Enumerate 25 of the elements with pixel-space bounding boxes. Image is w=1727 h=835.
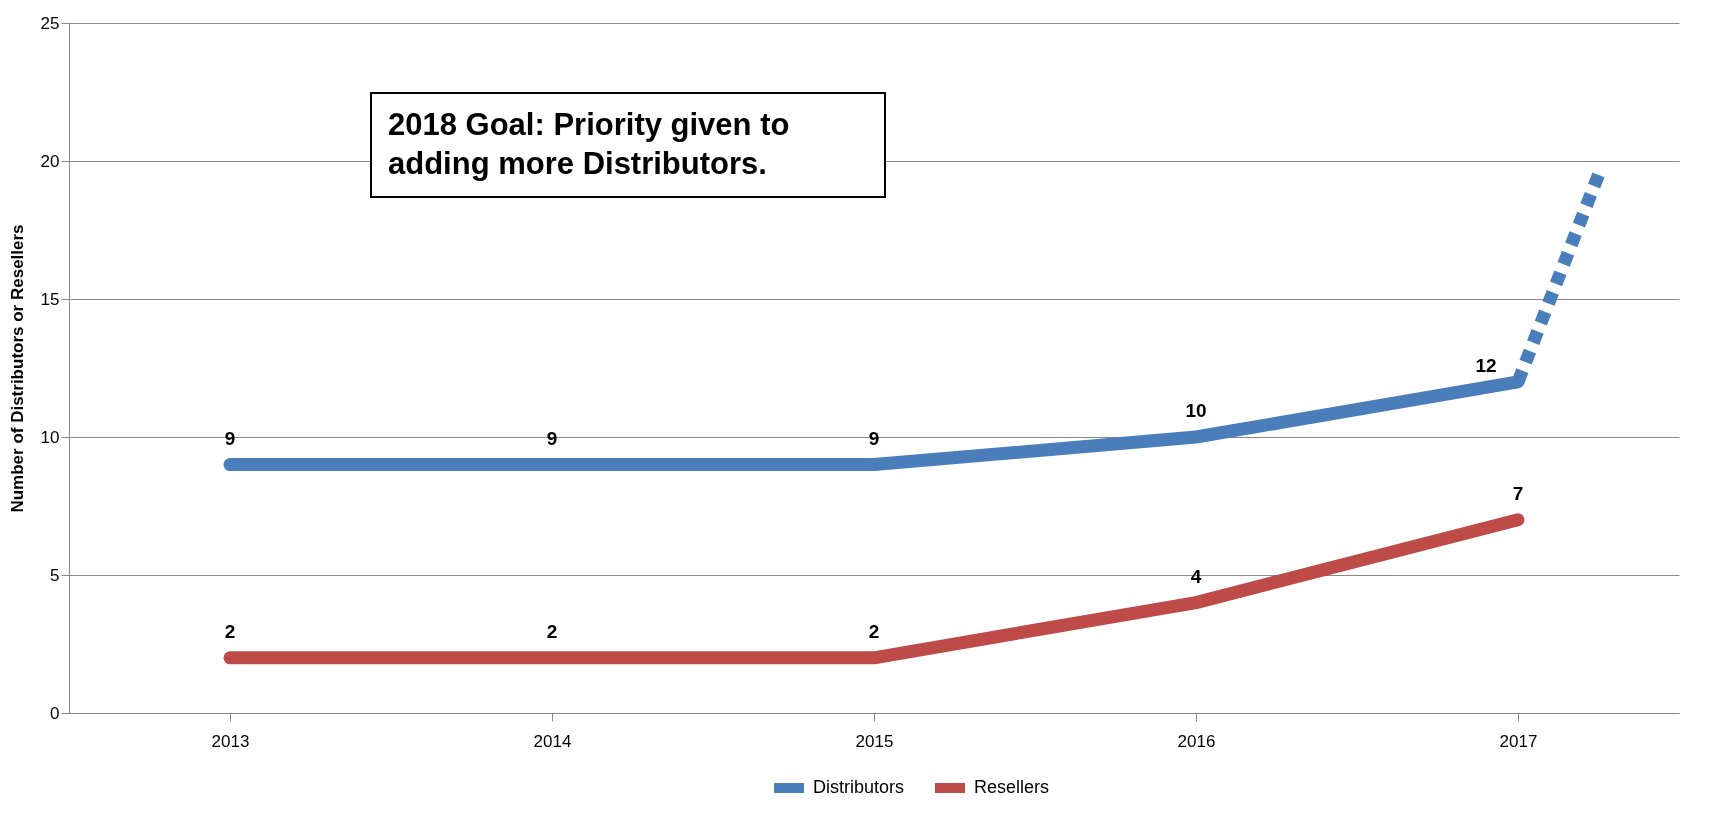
data-label: 10 — [1185, 400, 1207, 421]
legend-label: Distributors — [813, 777, 905, 797]
data-label: 9 — [224, 427, 236, 449]
y-tick-label: 10 — [40, 427, 60, 447]
data-label: 2 — [224, 620, 236, 642]
data-label: 2 — [868, 620, 880, 642]
data-label: 2 — [546, 620, 558, 642]
x-tick-label: 2017 — [1499, 731, 1538, 751]
y-tick-label: 20 — [40, 151, 60, 171]
legend-label: Resellers — [974, 777, 1050, 797]
x-tick-label: 2015 — [855, 731, 894, 751]
data-label: 9 — [868, 427, 880, 449]
y-tick-label: 5 — [50, 565, 60, 585]
data-label: 9 — [546, 427, 558, 449]
x-tick-label: 2014 — [533, 731, 572, 751]
y-tick-label: 0 — [50, 703, 60, 723]
y-tick-label: 25 — [40, 13, 60, 33]
text-box: 2018 Goal: Priority given to adding more Distributors. — [370, 92, 886, 198]
x-tick-label: 2016 — [1177, 731, 1216, 751]
y-tick-label: 15 — [40, 289, 60, 309]
data-label: 7 — [1512, 482, 1524, 504]
data-label: 4 — [1190, 565, 1202, 587]
x-tick-label: 2013 — [211, 731, 250, 751]
data-label: 12 — [1475, 354, 1497, 376]
y-axis-title: Number of Distributors or Resellers — [7, 224, 27, 513]
